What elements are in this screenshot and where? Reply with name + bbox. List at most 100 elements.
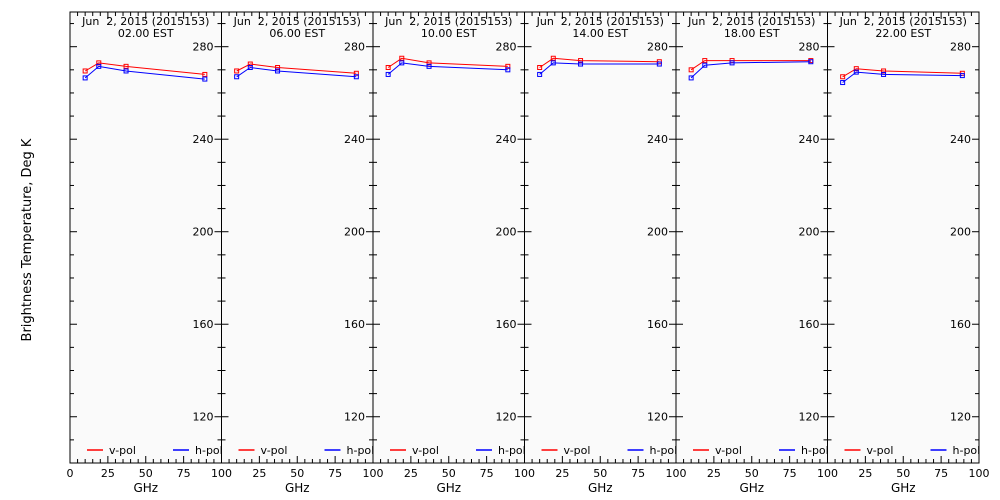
y-tick-label: 160 bbox=[647, 318, 668, 331]
data-point-h-pol bbox=[578, 61, 584, 67]
data-point-v-pol bbox=[353, 70, 359, 76]
legend-label-v-pol: v-pol bbox=[261, 444, 288, 457]
x-tick-label: 25 bbox=[707, 467, 721, 480]
data-point-h-pol bbox=[840, 80, 846, 86]
legend-label-v-pol: v-pol bbox=[412, 444, 439, 457]
data-point-v-pol bbox=[578, 58, 584, 64]
x-tick-label: 100 bbox=[666, 467, 687, 480]
panel-5: Jun 2, 2015 (2015153)18.00 EST 120 160 200 2… bbox=[675, 11, 838, 495]
data-point-h-pol bbox=[96, 63, 102, 69]
plot-frame bbox=[221, 11, 374, 464]
panel-date: Jun 2, 2015 (2015153) bbox=[839, 15, 967, 28]
panel-date: Jun 2, 2015 (2015153) bbox=[81, 15, 209, 28]
y-tick-label: 240 bbox=[950, 133, 971, 146]
x-axis-label: GHz bbox=[739, 481, 764, 495]
x-tick-label: 75 bbox=[328, 467, 342, 480]
plot-frame bbox=[69, 11, 222, 464]
data-point-v-pol bbox=[505, 63, 511, 69]
x-tick-label: 25 bbox=[101, 467, 115, 480]
panel-4: Jun 2, 2015 (2015153)14.00 EST 120 160 200 2… bbox=[524, 11, 687, 495]
panel-2: Jun 2, 2015 (2015153)06.00 EST 120 160 200 2… bbox=[221, 11, 384, 495]
data-point-v-pol bbox=[853, 66, 859, 72]
panel-time: 06.00 EST bbox=[269, 27, 325, 40]
data-point-h-pol bbox=[202, 76, 208, 82]
data-point-h-pol bbox=[505, 67, 511, 73]
y-tick-label: 240 bbox=[647, 133, 668, 146]
series-line-h-pol bbox=[84, 65, 205, 80]
y-tick-label: 200 bbox=[799, 226, 820, 239]
series-line-h-pol bbox=[539, 62, 660, 75]
legend-label-v-pol: v-pol bbox=[867, 444, 894, 457]
y-tick-label: 240 bbox=[496, 133, 517, 146]
x-tick-label: 75 bbox=[934, 467, 948, 480]
data-point-v-pol bbox=[881, 68, 887, 74]
x-tick-label: 25 bbox=[404, 467, 418, 480]
x-tick-label: 50 bbox=[290, 467, 304, 480]
series-line-h-pol bbox=[387, 62, 508, 75]
x-axis-label: GHz bbox=[285, 481, 310, 495]
data-point-h-pol bbox=[702, 62, 708, 68]
x-axis-label: GHz bbox=[133, 481, 158, 495]
x-tick-label: 50 bbox=[139, 467, 153, 480]
legend-label-h-pol: h-pol bbox=[195, 444, 223, 457]
data-point-h-pol bbox=[385, 71, 391, 77]
y-tick-label: 120 bbox=[647, 411, 668, 424]
series-line-h-pol bbox=[690, 61, 811, 79]
data-point-h-pol bbox=[656, 61, 662, 67]
y-tick-label: 240 bbox=[344, 133, 365, 146]
series-line-v-pol bbox=[84, 62, 205, 75]
series-line-v-pol bbox=[387, 57, 508, 68]
x-tick-label: 75 bbox=[480, 467, 494, 480]
x-tick-label: 25 bbox=[252, 467, 266, 480]
data-point-h-pol bbox=[426, 63, 432, 69]
x-tick-label: 75 bbox=[783, 467, 797, 480]
y-tick-label: 160 bbox=[799, 318, 820, 331]
x-tick-label: 50 bbox=[442, 467, 456, 480]
data-point-h-pol bbox=[729, 60, 735, 66]
plot-frame bbox=[675, 11, 828, 464]
x-tick-label: 100 bbox=[211, 467, 232, 480]
series-line-v-pol bbox=[690, 60, 811, 71]
data-point-h-pol bbox=[123, 68, 129, 74]
panel-date: Jun 2, 2015 (2015153) bbox=[233, 15, 361, 28]
y-tick-label: 280 bbox=[193, 41, 214, 54]
y-tick-label: 200 bbox=[647, 226, 668, 239]
data-point-v-pol bbox=[385, 65, 391, 71]
legend-label-v-pol: v-pol bbox=[715, 444, 742, 457]
x-axis-label: GHz bbox=[436, 481, 461, 495]
legend-label-v-pol: v-pol bbox=[109, 444, 136, 457]
panel-3: Jun 2, 2015 (2015153)10.00 EST 120 160 200 2… bbox=[372, 11, 535, 495]
data-point-h-pol bbox=[399, 60, 405, 66]
data-point-v-pol bbox=[247, 61, 253, 67]
data-point-v-pol bbox=[275, 65, 281, 71]
legend-label-h-pol: h-pol bbox=[498, 444, 526, 457]
panel-time: 14.00 EST bbox=[572, 27, 628, 40]
x-tick-label: 0 bbox=[67, 467, 74, 480]
data-point-v-pol bbox=[202, 71, 208, 77]
legend-label-h-pol: h-pol bbox=[953, 444, 981, 457]
y-tick-label: 120 bbox=[496, 411, 517, 424]
data-point-h-pol bbox=[688, 75, 694, 81]
panel-6: Jun 2, 2015 (2015153)22.00 EST 120 160 200 2… bbox=[827, 11, 990, 495]
x-tick-label: 100 bbox=[363, 467, 384, 480]
data-point-h-pol bbox=[550, 60, 556, 66]
panel-date: Jun 2, 2015 (2015153) bbox=[536, 15, 664, 28]
series-line-v-pol bbox=[236, 63, 357, 74]
x-tick-label: 100 bbox=[514, 467, 535, 480]
panel-time: 10.00 EST bbox=[421, 27, 477, 40]
data-point-v-pol bbox=[426, 60, 432, 66]
panel-time: 02.00 EST bbox=[118, 27, 174, 40]
data-point-v-pol bbox=[399, 55, 405, 61]
data-point-v-pol bbox=[702, 58, 708, 64]
y-tick-label: 200 bbox=[344, 226, 365, 239]
y-tick-label: 160 bbox=[344, 318, 365, 331]
series-line-v-pol bbox=[842, 68, 963, 78]
y-tick-label: 120 bbox=[344, 411, 365, 424]
data-point-v-pol bbox=[82, 68, 88, 74]
panel-date: Jun 2, 2015 (2015153) bbox=[687, 15, 815, 28]
series-line-v-pol bbox=[539, 57, 660, 68]
y-tick-label: 120 bbox=[799, 411, 820, 424]
x-tick-label: 50 bbox=[896, 467, 910, 480]
legend-label-h-pol: h-pol bbox=[650, 444, 678, 457]
